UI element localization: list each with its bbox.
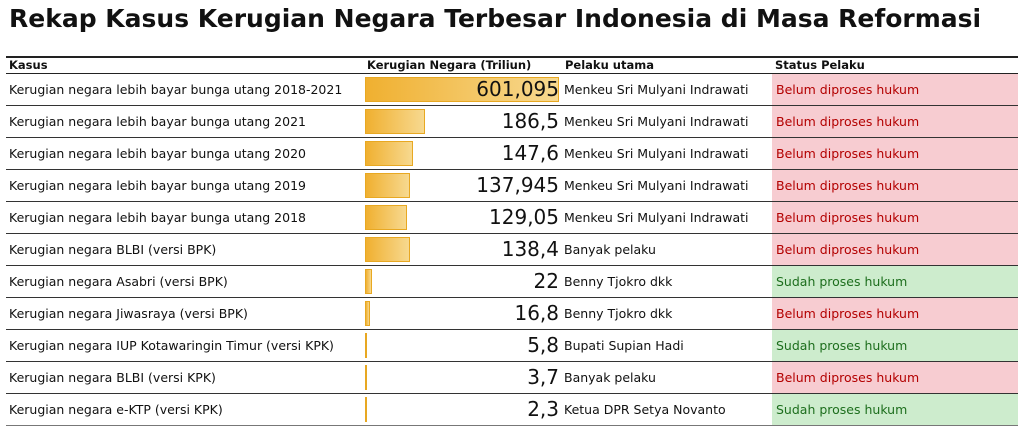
status-badge: Sudah proses hukum bbox=[772, 393, 1018, 426]
data-bar bbox=[365, 301, 371, 326]
data-bar bbox=[365, 109, 426, 134]
header-status: Status Pelaku bbox=[772, 56, 1018, 74]
cell-kasus: Kerugian negara Asabri (versi BPK) bbox=[6, 265, 364, 298]
table-body: Kerugian negara lebih bayar bunga utang … bbox=[6, 73, 1018, 426]
cell-pelaku: Banyak pelaku bbox=[562, 361, 772, 394]
table-row: Kerugian negara lebih bayar bunga utang … bbox=[6, 105, 1018, 138]
data-bar bbox=[365, 397, 367, 422]
data-bar bbox=[365, 333, 367, 358]
rekap-table: Kasus Kerugian Negara (Triliun) Pelaku u… bbox=[6, 56, 1018, 426]
data-bar bbox=[365, 173, 410, 198]
data-bar bbox=[365, 365, 367, 390]
cell-pelaku: Menkeu Sri Mulyani Indrawati bbox=[562, 201, 772, 234]
status-badge: Belum diproses hukum bbox=[772, 297, 1018, 330]
cell-kerugian: 137,945 bbox=[364, 169, 562, 202]
cell-kasus: Kerugian negara e-KTP (versi KPK) bbox=[6, 393, 364, 426]
cell-kerugian: 2,3 bbox=[364, 393, 562, 426]
table-row: Kerugian negara lebih bayar bunga utang … bbox=[6, 137, 1018, 170]
cell-pelaku: Menkeu Sri Mulyani Indrawati bbox=[562, 73, 772, 106]
data-bar bbox=[365, 77, 559, 102]
cell-kerugian: 22 bbox=[364, 265, 562, 298]
cell-kerugian: 5,8 bbox=[364, 329, 562, 362]
header-pelaku: Pelaku utama bbox=[562, 56, 772, 74]
kerugian-value: 138,4 bbox=[501, 237, 559, 261]
table-row: Kerugian negara Asabri (versi BPK) 22 Benn… bbox=[6, 265, 1018, 298]
status-badge: Belum diproses hukum bbox=[772, 233, 1018, 266]
cell-kerugian: 138,4 bbox=[364, 233, 562, 266]
cell-kerugian: 186,5 bbox=[364, 105, 562, 138]
cell-kasus: Kerugian negara lebih bayar bunga utang … bbox=[6, 105, 364, 138]
cell-kasus: Kerugian negara IUP Kotawaringin Timur (… bbox=[6, 329, 364, 362]
table-row: Kerugian negara IUP Kotawaringin Timur (… bbox=[6, 329, 1018, 362]
status-badge: Sudah proses hukum bbox=[772, 329, 1018, 362]
page-title: Rekap Kasus Kerugian Negara Terbesar Ind… bbox=[9, 4, 982, 33]
status-badge: Belum diproses hukum bbox=[772, 169, 1018, 202]
kerugian-value: 186,5 bbox=[501, 109, 559, 133]
kerugian-value: 22 bbox=[533, 269, 559, 293]
status-badge: Sudah proses hukum bbox=[772, 265, 1018, 298]
status-badge: Belum diproses hukum bbox=[772, 201, 1018, 234]
cell-kerugian: 129,05 bbox=[364, 201, 562, 234]
table-header-row: Kasus Kerugian Negara (Triliun) Pelaku u… bbox=[6, 56, 1018, 74]
kerugian-value: 601,095 bbox=[476, 77, 559, 101]
table-row: Kerugian negara lebih bayar bunga utang … bbox=[6, 201, 1018, 234]
cell-kasus: Kerugian negara BLBI (versi KPK) bbox=[6, 361, 364, 394]
status-badge: Belum diproses hukum bbox=[772, 361, 1018, 394]
cell-pelaku: Menkeu Sri Mulyani Indrawati bbox=[562, 105, 772, 138]
cell-kerugian: 16,8 bbox=[364, 297, 562, 330]
kerugian-value: 5,8 bbox=[527, 333, 559, 357]
table-row: Kerugian negara lebih bayar bunga utang … bbox=[6, 73, 1018, 106]
cell-pelaku: Bupati Supian Hadi bbox=[562, 329, 772, 362]
table-row: Kerugian negara BLBI (versi BPK) 138,4 Ban… bbox=[6, 233, 1018, 266]
table-row: Kerugian negara lebih bayar bunga utang … bbox=[6, 169, 1018, 202]
status-badge: Belum diproses hukum bbox=[772, 137, 1018, 170]
header-kasus: Kasus bbox=[6, 56, 364, 74]
data-bar bbox=[365, 269, 373, 294]
status-badge: Belum diproses hukum bbox=[772, 105, 1018, 138]
kerugian-value: 129,05 bbox=[489, 205, 559, 229]
kerugian-value: 147,6 bbox=[501, 141, 559, 165]
table-row: Kerugian negara Jiwasraya (versi BPK) 16,… bbox=[6, 297, 1018, 330]
cell-kerugian: 601,095 bbox=[364, 73, 562, 106]
kerugian-value: 2,3 bbox=[527, 397, 559, 421]
kerugian-value: 16,8 bbox=[514, 301, 559, 325]
status-badge: Belum diproses hukum bbox=[772, 73, 1018, 106]
table-row: Kerugian negara e-KTP (versi KPK) 2,3 Ketu… bbox=[6, 393, 1018, 426]
cell-pelaku: Benny Tjokro dkk bbox=[562, 297, 772, 330]
cell-kasus: Kerugian negara lebih bayar bunga utang … bbox=[6, 137, 364, 170]
cell-kerugian: 3,7 bbox=[364, 361, 562, 394]
cell-pelaku: Benny Tjokro dkk bbox=[562, 265, 772, 298]
data-bar bbox=[365, 141, 413, 166]
cell-kerugian: 147,6 bbox=[364, 137, 562, 170]
cell-pelaku: Menkeu Sri Mulyani Indrawati bbox=[562, 137, 772, 170]
cell-kasus: Kerugian negara Jiwasraya (versi BPK) bbox=[6, 297, 364, 330]
cell-kasus: Kerugian negara lebih bayar bunga utang … bbox=[6, 201, 364, 234]
cell-kasus: Kerugian negara lebih bayar bunga utang … bbox=[6, 73, 364, 106]
cell-pelaku: Ketua DPR Setya Novanto bbox=[562, 393, 772, 426]
kerugian-value: 3,7 bbox=[527, 365, 559, 389]
header-kerugian: Kerugian Negara (Triliun) bbox=[364, 56, 562, 74]
cell-kasus: Kerugian negara BLBI (versi BPK) bbox=[6, 233, 364, 266]
data-bar bbox=[365, 205, 407, 230]
cell-kasus: Kerugian negara lebih bayar bunga utang … bbox=[6, 169, 364, 202]
cell-pelaku: Banyak pelaku bbox=[562, 233, 772, 266]
table-row: Kerugian negara BLBI (versi KPK) 3,7 Banya… bbox=[6, 361, 1018, 394]
kerugian-value: 137,945 bbox=[476, 173, 559, 197]
data-bar bbox=[365, 237, 410, 262]
cell-pelaku: Menkeu Sri Mulyani Indrawati bbox=[562, 169, 772, 202]
